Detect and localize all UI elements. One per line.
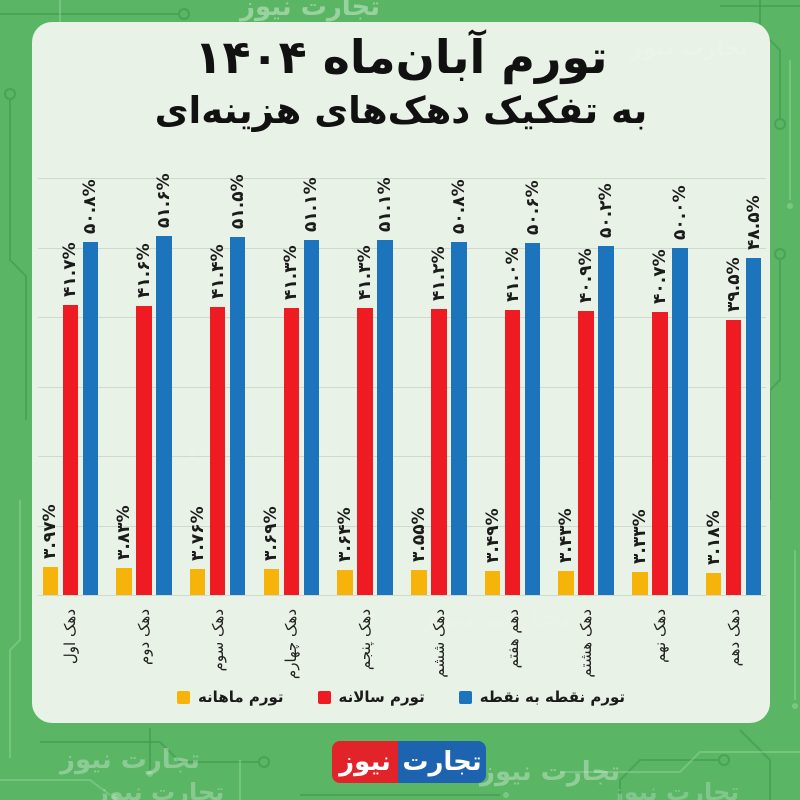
value-label: ۴۱.۶% (134, 243, 154, 298)
gridline (38, 247, 766, 249)
legend-swatch (176, 690, 190, 704)
bar (82, 241, 99, 595)
legend-label: تورم سالانه (338, 688, 425, 706)
legend-label: تورم نقطه به نقطه (479, 688, 626, 706)
gridline (38, 386, 766, 388)
bar (116, 568, 132, 595)
title-block: تورم آبان‌ماه ۱۴۰۴ به تفکیک دهک‌های هزین… (32, 28, 770, 136)
bar (156, 236, 172, 595)
bar (558, 571, 574, 595)
legend-item: تورم ماهانه (176, 688, 284, 706)
value-label: ۳۹.۵% (723, 257, 744, 313)
brand-logo-tejarat-box: تجارت (398, 741, 486, 783)
legend-label: تورم ماهانه (197, 688, 284, 706)
bar (303, 239, 320, 595)
bar (745, 257, 762, 595)
value-label: ۳.۳۳% (629, 509, 650, 564)
value-label: ۴۸.۵% (743, 195, 764, 250)
bar (411, 570, 427, 595)
bar (725, 320, 742, 595)
value-label: ۵۱.۵% (227, 174, 248, 230)
legend-item: تورم نقطه به نقطه (458, 688, 626, 706)
value-label: ۵۱.۱% (375, 177, 396, 232)
value-label: ۳.۸۳% (114, 505, 134, 561)
bar (377, 239, 393, 595)
gridline (38, 525, 766, 527)
brand-logo: نیوز تجارت (332, 741, 486, 783)
value-label: ۴۰.۷% (649, 249, 670, 305)
bar (431, 308, 447, 595)
legend-item: تورم سالانه (317, 688, 425, 706)
gridline (38, 595, 766, 596)
value-label: ۵۱.۱% (301, 177, 322, 232)
legend-swatch (458, 690, 472, 704)
value-label: ۵۰.۸% (80, 179, 101, 234)
value-label: ۴۱.۲% (428, 246, 449, 301)
legend: تورم ماهانه تورم سالانه تورم نقطه به نقطه (32, 688, 770, 706)
bar (504, 310, 521, 595)
value-label: ۴۱.۴% (207, 244, 228, 300)
bar (705, 572, 722, 595)
bar (578, 310, 594, 595)
chart-subtitle: به تفکیک دهک‌های هزینه‌ای (154, 89, 648, 132)
brand-logo-news-box: نیوز (332, 741, 398, 783)
legend-swatch (317, 690, 331, 704)
bar (632, 571, 648, 595)
bar (598, 246, 614, 595)
value-label: ۵۰.۰% (669, 184, 690, 240)
value-label: ۳.۴۳% (556, 508, 577, 564)
bar (263, 569, 280, 595)
value-label: ۵۱.۶% (154, 173, 174, 229)
bar (189, 568, 206, 595)
value-label: ۵۰.۸% (448, 179, 469, 234)
bar (451, 241, 467, 595)
bar (136, 305, 152, 595)
value-label: ۴۱.۳% (355, 245, 376, 300)
value-label: ۳.۶۴% (335, 507, 356, 562)
value-label: ۵۰.۶% (522, 180, 543, 236)
value-label: ۴۱.۰% (502, 247, 523, 303)
value-label: ۴۱.۳% (281, 245, 302, 300)
bar (337, 569, 353, 595)
value-label: ۵۰.۲% (596, 183, 617, 239)
value-label: ۳.۹۷% (40, 504, 61, 560)
bar (42, 567, 59, 595)
gridline (38, 317, 766, 318)
value-label: ۴۱.۷% (60, 242, 81, 298)
bar (283, 307, 300, 595)
chart-title: تورم آبان‌ماه ۱۴۰۴ (194, 30, 608, 84)
value-label: ۳.۵۵% (408, 507, 429, 563)
value-label: ۴۰.۹% (576, 248, 597, 303)
bar (484, 570, 501, 595)
infographic-card (32, 22, 770, 723)
bar (672, 247, 688, 595)
bar (357, 307, 373, 595)
bar (62, 305, 79, 595)
bar (209, 307, 226, 595)
value-label: ۳.۶۹% (261, 506, 282, 562)
value-label: ۳.۷۶% (187, 506, 208, 561)
bar (652, 312, 668, 595)
bar (229, 237, 246, 595)
gridline (38, 456, 766, 457)
bar (524, 243, 541, 595)
value-label: ۳.۱۸% (703, 510, 724, 565)
gridline (38, 178, 766, 179)
value-label: ۳.۴۹% (482, 508, 503, 563)
